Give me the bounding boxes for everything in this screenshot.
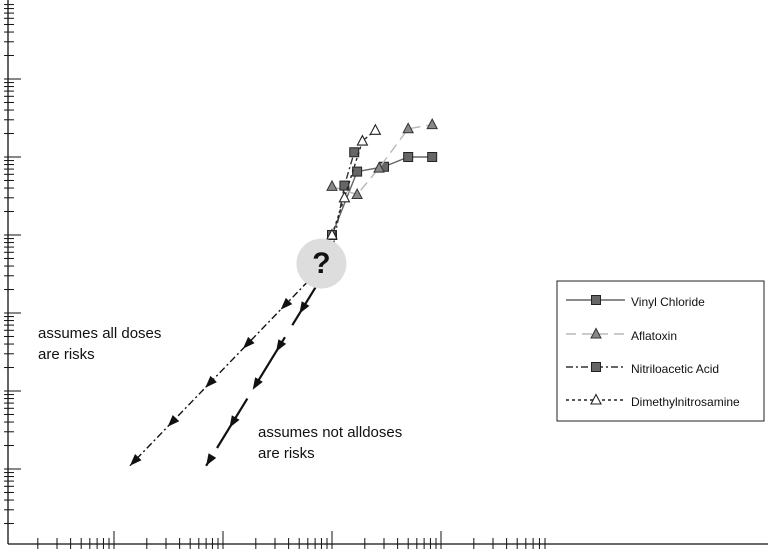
extrapolation-arrow-1-1	[299, 301, 310, 314]
data-point-2-2	[349, 147, 360, 158]
legend: Vinyl Chloride Aflatoxin Nitriloacetic A…	[556, 280, 765, 422]
extrapolation-arrow-0-4	[167, 414, 180, 427]
annotation-not-all-doses-line-1: assumes not alldoses	[258, 424, 402, 441]
annotation-not-all-doses: assumes not alldoses are risks	[258, 424, 402, 462]
legend-marker-2	[591, 362, 601, 372]
extrapolation-lines	[129, 270, 324, 467]
extrapolation-arrow-1-3	[252, 377, 263, 390]
data-point-1-4	[426, 118, 439, 130]
data-point-0-3	[403, 152, 414, 162]
axes	[4, 0, 768, 549]
data-point-3-3	[369, 123, 382, 135]
question-mark: ?	[312, 247, 330, 280]
series-3	[326, 123, 382, 240]
extrapolation-0	[129, 270, 319, 467]
series-line-2	[331, 152, 355, 253]
extrapolation-arrow-1-5	[206, 453, 217, 466]
legend-label-nitriloacetic-acid: Nitriloacetic Acid	[631, 362, 719, 376]
annotation-all-doses-line-2: are risks	[38, 346, 95, 363]
extrapolation-arrow-1-2	[276, 339, 287, 352]
data-series	[326, 118, 439, 258]
series-1	[326, 118, 439, 200]
legend-label-vinyl-chloride: Vinyl Chloride	[631, 295, 705, 309]
extrapolation-arrow-0-1	[280, 297, 293, 310]
data-point-3-1	[338, 191, 351, 203]
extrapolation-1	[205, 275, 324, 467]
legend-label-dimethylnitrosamine: Dimethylnitrosamine	[631, 395, 740, 409]
data-point-1-1	[351, 187, 363, 200]
data-point-2-1	[339, 180, 350, 191]
question-marker: ?	[296, 238, 347, 289]
legend-samples	[566, 295, 625, 405]
extrapolation-arrow-0-5	[129, 454, 142, 466]
extrapolation-arrow-0-3	[205, 375, 217, 388]
annotation-all-doses: assumes all doses are risks	[38, 325, 161, 363]
series-line-3	[331, 129, 376, 236]
data-point-0-1	[352, 166, 363, 177]
annotation-not-all-doses-line-2: are risks	[258, 445, 315, 462]
question-marker-circle	[296, 238, 347, 289]
legend-marker-3	[590, 393, 602, 405]
series-line-1	[331, 123, 433, 196]
legend-label-aflatoxin: Aflatoxin	[631, 329, 677, 343]
data-point-3-2	[356, 134, 369, 146]
data-point-1-3	[402, 122, 415, 134]
legend-marker-1	[590, 327, 602, 339]
annotation-all-doses-line-1: assumes all doses	[38, 325, 161, 342]
extrapolation-arrow-1-4	[229, 415, 240, 428]
data-point-1-0	[326, 179, 338, 191]
data-point-0-4	[427, 152, 438, 162]
legend-marker-0	[591, 295, 601, 305]
data-point-3-0	[326, 228, 338, 240]
extrapolation-arrow-0-2	[243, 336, 255, 349]
data-point-1-2	[373, 161, 385, 173]
